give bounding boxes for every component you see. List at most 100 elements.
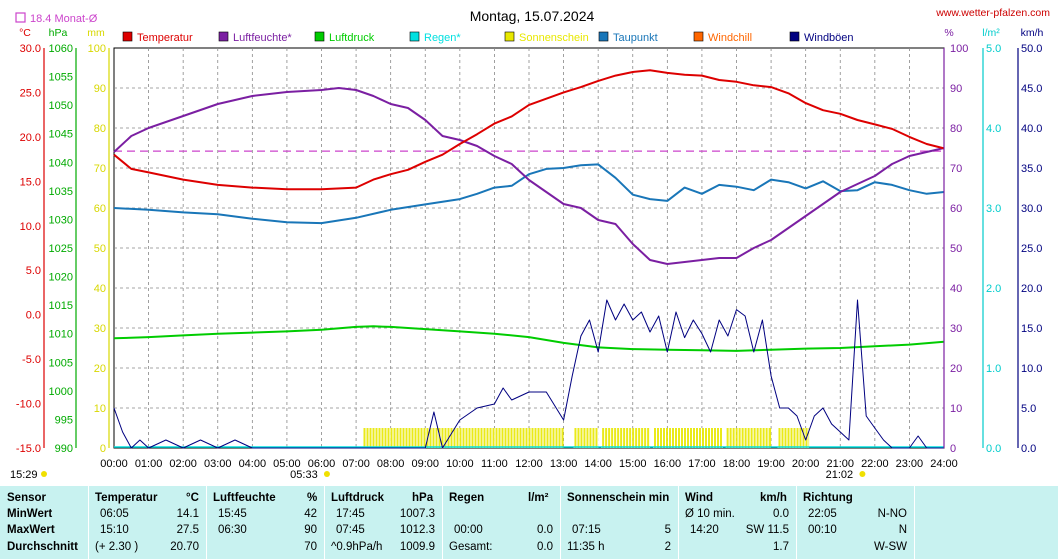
axis-tick-mm: 90 xyxy=(94,83,106,95)
axis-tick-wind: 50.0 xyxy=(1021,43,1042,55)
axis-tick-time: 05:00 xyxy=(273,458,301,470)
axis-tick-time: 00:00 xyxy=(100,458,128,470)
axis-tick-mm: 100 xyxy=(88,43,106,55)
avg-sun-duration: 11:35 h xyxy=(567,541,605,553)
axis-tick-wind: 30.0 xyxy=(1021,203,1042,215)
unit-hpa: hPa xyxy=(49,27,68,39)
header-rain-unit: l/m² xyxy=(528,492,549,504)
axis-tick-humidity: 80 xyxy=(950,123,962,135)
row-label-avg: Durchschnitt xyxy=(7,541,78,553)
axis-tick-temperature: 15.0 xyxy=(20,176,41,188)
legend-swatch xyxy=(693,31,704,42)
axis-tick-temperature: -15.0 xyxy=(16,443,41,455)
axis-tick-time: 23:00 xyxy=(896,458,924,470)
separator xyxy=(560,486,561,559)
min-hum-value: 42 xyxy=(304,508,317,520)
header-temperature-unit: °C xyxy=(186,492,199,504)
sunset-label: 21:02 xyxy=(826,469,854,481)
axis-tick-time: 22:00 xyxy=(861,458,889,470)
axis-tick-mm: 50 xyxy=(94,243,106,255)
header-sunshine: Sonnenschein min xyxy=(567,492,670,504)
axis-tick-humidity: 100 xyxy=(950,43,968,55)
legend-swatch xyxy=(598,31,609,42)
axis-tick-humidity: 90 xyxy=(950,83,962,95)
max-wind-label: 14:20 xyxy=(690,524,719,536)
axis-tick-temperature: 5.0 xyxy=(26,265,41,277)
axis-tick-time: 12:00 xyxy=(515,458,543,470)
axis-tick-mm: 70 xyxy=(94,163,106,175)
max-sun-time: 07:15 xyxy=(572,524,601,536)
legend-label: Windchill xyxy=(708,32,752,44)
header-temperature: Temperatur xyxy=(95,492,158,504)
axis-tick-humidity: 30 xyxy=(950,323,962,335)
legend-swatch xyxy=(218,31,229,42)
axis-tick-temperature: 20.0 xyxy=(20,132,41,144)
max-dir-value: N xyxy=(898,524,907,536)
axis-tick-wind: 5.0 xyxy=(1021,403,1036,415)
axis-tick-time: 17:00 xyxy=(688,458,716,470)
statistics-table: Sensor Temperatur °C Luftfeuchte % Luftd… xyxy=(0,486,1058,559)
axis-tick-mm: 10 xyxy=(94,403,106,415)
avg-sun-value: 2 xyxy=(664,541,671,553)
avg-press-trend: ^0.9hPa/h xyxy=(331,541,383,553)
axis-tick-time: 10:00 xyxy=(446,458,474,470)
axis-tick-humidity: 40 xyxy=(950,283,962,295)
min-dir-value: N-NO xyxy=(877,508,907,520)
min-temp-value: 14.1 xyxy=(176,508,199,520)
axis-tick-wind: 45.0 xyxy=(1021,83,1042,95)
separator xyxy=(678,486,679,559)
axis-tick-temperature: 0.0 xyxy=(26,310,41,322)
axis-tick-time: 16:00 xyxy=(654,458,682,470)
legend-label: Temperatur xyxy=(137,32,193,44)
min-press-time: 17:45 xyxy=(336,508,365,520)
axis-tick-wind: 20.0 xyxy=(1021,283,1042,295)
unit-mm: mm xyxy=(87,27,105,39)
series-layer xyxy=(113,69,945,449)
plot-area xyxy=(113,47,945,449)
axis-tick-pressure: 990 xyxy=(55,443,73,455)
header-direction: Richtung xyxy=(803,492,853,504)
axis-tick-rain: 1.0 xyxy=(986,363,1001,375)
axis-tick-wind: 0.0 xyxy=(1021,443,1036,455)
axis-tick-time: 20:00 xyxy=(792,458,820,470)
legend-label: Windböen xyxy=(804,32,854,44)
grid xyxy=(114,48,944,448)
axis-tick-humidity: 60 xyxy=(950,203,962,215)
axis-tick-mm: 20 xyxy=(94,363,106,375)
avg-rain-label: Gesamt: xyxy=(449,541,493,553)
min-hum-time: 15:45 xyxy=(218,508,247,520)
chart-title: Montag, 15.07.2024 xyxy=(470,8,595,24)
min-temp-time: 06:05 xyxy=(100,508,129,520)
axis-tick-pressure: 1055 xyxy=(49,72,73,84)
max-temp-value: 27.5 xyxy=(176,524,199,536)
axis-tick-wind: 15.0 xyxy=(1021,323,1042,335)
axis-tick-pressure: 1000 xyxy=(49,386,73,398)
monthly-avg-marker-icon xyxy=(15,12,26,23)
avg-rain-value: 0.0 xyxy=(537,541,553,553)
max-dir-time: 00:10 xyxy=(808,524,837,536)
sun-duration-label: 15:29 xyxy=(10,469,38,481)
min-wind-label: Ø 10 min. xyxy=(685,508,735,520)
axis-tick-rain: 4.0 xyxy=(986,123,1001,135)
website-link[interactable]: www.wetter-pfalzen.com xyxy=(935,7,1050,19)
axis-tick-time: 13:00 xyxy=(550,458,578,470)
axis-tick-time: 24:00 xyxy=(930,458,958,470)
axis-tick-pressure: 995 xyxy=(55,414,73,426)
separator xyxy=(796,486,797,559)
axis-tick-rain: 0.0 xyxy=(986,443,1001,455)
legend: Temperatur Luftfeuchte* Luftdruck Regen* Son… xyxy=(122,31,854,44)
axis-tick-time: 18:00 xyxy=(723,458,751,470)
axis-tick-time: 04:00 xyxy=(239,458,267,470)
min-dir-time: 22:05 xyxy=(808,508,837,520)
axis-tick-humidity: 50 xyxy=(950,243,962,255)
axes-layer: 30.0 25.0 20.0 15.0 10.0 5.0 0.0 -5.0 -10.0 -15.0… xyxy=(10,43,1042,481)
axis-tick-pressure: 1035 xyxy=(49,186,73,198)
axis-tick-pressure: 1005 xyxy=(49,357,73,369)
max-press-value: 1012.3 xyxy=(399,524,435,536)
legend-label: Luftfeuchte* xyxy=(233,32,292,44)
axis-tick-pressure: 1030 xyxy=(49,214,73,226)
max-press-time: 07:45 xyxy=(336,524,365,536)
separator xyxy=(442,486,443,559)
axis-tick-pressure: 1050 xyxy=(49,100,73,112)
avg-temp-change: (+ 2.30 ) xyxy=(95,541,139,553)
